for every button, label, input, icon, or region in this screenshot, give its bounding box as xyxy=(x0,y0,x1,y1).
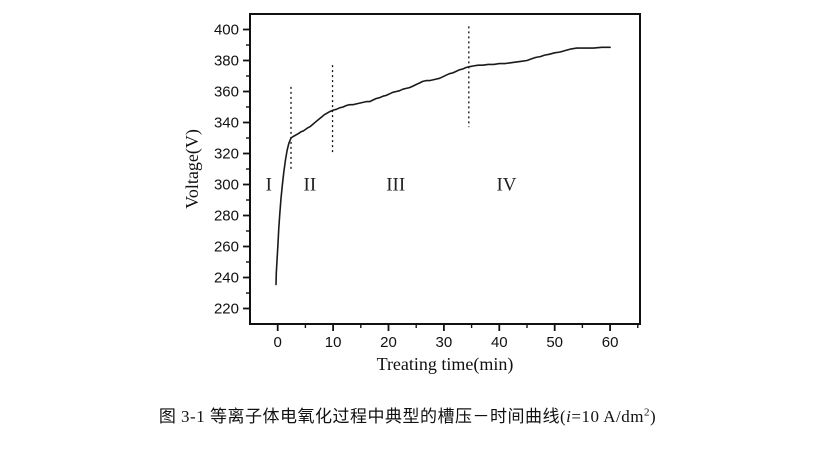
voltage-curve xyxy=(275,46,611,286)
y-axis-tick-label: 340 xyxy=(214,115,239,132)
y-axis-tick-label: 400 xyxy=(214,22,239,39)
x-axis-tick-label: 20 xyxy=(380,334,397,351)
x-axis-tick-label: 40 xyxy=(491,334,508,351)
x-axis-tick-label: 60 xyxy=(602,334,619,351)
stage-label-II: II xyxy=(304,175,317,196)
plot-box xyxy=(249,13,641,325)
figure-caption: 图 3-1 等离子体电氧化过程中典型的槽压－时间曲线(i=10 A/dm2) xyxy=(0,402,815,427)
caption-current-density-symbol: i xyxy=(566,407,572,426)
voltage-time-chart: 0 10 20 30 40 50 60 220 240 260 280 300 320 340 360 380… xyxy=(182,13,641,375)
caption-value: =10 A/dm xyxy=(571,407,644,426)
y-axis-tick-label: 260 xyxy=(214,239,239,256)
caption-superscript: 2 xyxy=(644,406,650,419)
x-axis-tick-label: 50 xyxy=(546,334,563,351)
y-axis-title: Voltage(V) xyxy=(182,129,203,209)
x-axis-tick-label: 0 xyxy=(274,334,282,351)
y-axis-tick-label: 360 xyxy=(214,84,239,101)
caption-close-paren: ) xyxy=(650,407,657,426)
x-axis-title: Treating time(min) xyxy=(377,354,514,375)
stage-label-IV: IV xyxy=(496,175,516,196)
y-axis-tick-label: 380 xyxy=(214,53,239,70)
y-axis-tick-label: 320 xyxy=(214,146,239,163)
stage-label-I: I xyxy=(266,175,272,196)
y-axis-tick-label: 280 xyxy=(214,208,239,225)
x-axis-tick-label: 10 xyxy=(325,334,342,351)
y-axis-tick-label: 220 xyxy=(214,301,239,318)
stage-label-III: III xyxy=(386,175,405,196)
caption-text: 图 3-1 等离子体电氧化过程中典型的槽压－时间曲线( xyxy=(158,407,567,426)
x-axis-tick-label: 30 xyxy=(436,334,453,351)
y-axis-tick-label: 300 xyxy=(214,177,239,194)
y-axis-tick-label: 240 xyxy=(214,270,239,287)
